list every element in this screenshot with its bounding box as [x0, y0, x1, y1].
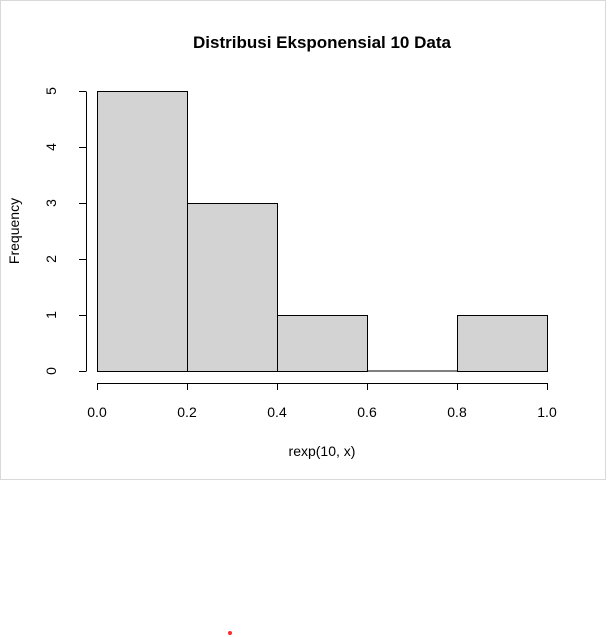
x-tick-label-3: 0.6: [357, 404, 377, 420]
x-axis: 0.0 0.2 0.4 0.6 0.8 1.0: [87, 383, 557, 420]
histogram-bar-0: [97, 91, 188, 372]
x-tick-label-5: 1.0: [537, 404, 557, 420]
stray-dot: [228, 631, 232, 635]
histogram-bar-1: [187, 203, 278, 372]
y-axis: 0 1 2 3 4 5: [43, 87, 87, 375]
chart-title: Distribusi Eksponensial 10 Data: [193, 33, 451, 52]
x-tick-label-2: 0.4: [267, 404, 287, 420]
y-tick-label-4: 4: [43, 143, 59, 151]
y-tick-label-3: 3: [43, 199, 59, 207]
x-tick-label-4: 0.8: [447, 404, 467, 420]
x-tick-label-0: 0.0: [87, 404, 107, 420]
histogram-chart: Distribusi Eksponensial 10 Data 0.0 0.2 0.…: [6, 33, 557, 459]
x-tick-label-1: 0.2: [177, 404, 197, 420]
y-tick-label-5: 5: [43, 87, 59, 95]
y-axis-label: Frequency: [6, 198, 22, 264]
histogram-bar-2: [277, 315, 368, 372]
y-tick-label-2: 2: [43, 255, 59, 263]
histogram-bar-4: [457, 315, 548, 372]
bars-group: [97, 91, 548, 372]
y-tick-label-0: 0: [43, 367, 59, 375]
x-axis-label: rexp(10, x): [289, 443, 356, 459]
y-tick-label-1: 1: [43, 311, 59, 319]
